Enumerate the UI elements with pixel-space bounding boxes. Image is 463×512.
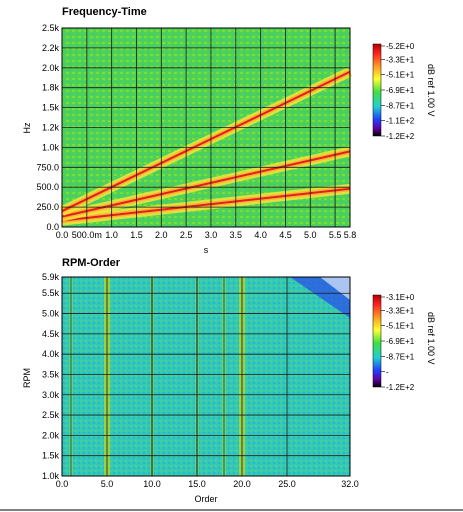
x-tick-label: 2.5 xyxy=(180,230,193,240)
colorbar-tick-label: -8.7E+1 xyxy=(386,101,415,110)
y-tick-label: 3.0k xyxy=(42,390,60,400)
x-tick-label: 5.0 xyxy=(304,230,317,240)
chart-title: RPM-Order xyxy=(62,257,121,269)
x-tick-label: 10.0 xyxy=(143,479,161,489)
x-tick-label: 0.0 xyxy=(56,479,69,489)
colorbar-tick-label: -1.1E+2 xyxy=(386,117,415,126)
colorbar-tick-label: -3.3E+1 xyxy=(386,55,415,64)
colorbar-tick-label: -8.7E+1 xyxy=(386,352,415,361)
x-tick-label: 4.0 xyxy=(254,230,267,240)
y-tick-label: 3.5k xyxy=(42,369,60,379)
colorbar-tick-label: -1.2E+2 xyxy=(386,383,415,392)
colorbar-tick-label: -5.1E+1 xyxy=(386,322,415,331)
x-tick-label: 5.8 xyxy=(344,230,357,240)
x-tick-label: 2.0 xyxy=(155,230,168,240)
y-tick-label: 2.5k xyxy=(42,23,60,33)
x-tick-label: 1.0 xyxy=(105,230,118,240)
x-axis-label: Order xyxy=(194,494,217,504)
x-ticks: 0.0 500.0m 1.0 1.5 2.0 2.5 3.0 3.5 4.0 4.5 5.0 5.5 5… xyxy=(56,230,357,240)
x-tick-label: 20.0 xyxy=(233,479,251,489)
colorbar-tick-label: -5.1E+1 xyxy=(386,71,415,80)
x-tick-label: 1.5 xyxy=(130,230,143,240)
colorbar xyxy=(372,294,382,388)
y-tick-label: 2.0k xyxy=(42,430,60,440)
y-tick-label: 4.5k xyxy=(42,329,60,339)
y-tick-label: 5.9k xyxy=(42,272,60,282)
y-tick-label: 1.8k xyxy=(42,83,60,93)
y-tick-label: 4.0k xyxy=(42,349,60,359)
rpm-order-chart: RPM-Order 1.0k1.5k2.0k2.5k3.0k3.5k4.0k4.… xyxy=(22,257,436,504)
y-tick-label: 5.5k xyxy=(42,288,60,298)
y-tick-label: 500.0 xyxy=(36,182,59,192)
x-tick-label: 3.5 xyxy=(230,230,243,240)
x-tick-label: 4.5 xyxy=(279,230,292,240)
y-axis-label: RPM xyxy=(22,368,32,388)
y-tick-label: 1.0k xyxy=(42,471,60,481)
chart-title: Frequency-Time xyxy=(62,6,147,18)
colorbar-tick-label: -1.2E+2 xyxy=(386,132,415,141)
x-axis-label: s xyxy=(204,245,209,255)
colorbar-tick-label: -3.3E+1 xyxy=(386,306,415,315)
ridge-line xyxy=(61,150,351,218)
colorbar-label: dB ref 1.00 V xyxy=(426,64,436,117)
y-tick-label: 0.0 xyxy=(46,222,59,232)
y-tick-label: 1.0k xyxy=(42,142,60,152)
colorbar-tick-label: -6.9E+1 xyxy=(386,337,415,346)
x-tick-label: 5.5 xyxy=(329,230,342,240)
x-ticks: 0.0 5.0 10.0 15.0 20.0 25.0 32.0 xyxy=(56,479,359,489)
y-tick-label: 1.5k xyxy=(42,451,60,461)
colorbar xyxy=(372,43,382,137)
x-tick-label: 3.0 xyxy=(205,230,218,240)
x-tick-label: 15.0 xyxy=(188,479,206,489)
colorbar-ticks: -3.1E+0 -3.3E+1 -5.1E+1 -6.9E+1 -8.7E+1 - -1.2… xyxy=(381,293,415,392)
colorbar-tick-label: -5.2E+0 xyxy=(386,42,415,51)
high-rpm-region-edge xyxy=(320,277,350,300)
ridge-line xyxy=(61,70,351,212)
y-tick-label: 2.2k xyxy=(42,43,60,53)
y-tick-label: 2.5k xyxy=(42,410,60,420)
y-axis-label: Hz xyxy=(22,122,32,133)
ridge-line xyxy=(61,187,351,222)
colorbar-ticks: -5.2E+0 -3.3E+1 -5.1E+1 -6.9E+1 -8.7E+1 -1.1E… xyxy=(381,42,415,141)
y-ticks: 0.0 250.0 500.0 750.0 1.0k 1.2k 1.5k 1.8k 2.0k 2.… xyxy=(36,23,59,232)
y-tick-label: 2.0k xyxy=(42,63,60,73)
colorbar-label: dB ref 1.00 V xyxy=(426,312,436,365)
x-tick-label: 5.0 xyxy=(101,479,114,489)
y-tick-label: 750.0 xyxy=(36,162,59,172)
plot-frame xyxy=(61,276,351,477)
x-tick-label: 25.0 xyxy=(278,479,296,489)
y-tick-label: 1.2k xyxy=(42,123,60,133)
frequency-time-chart: Frequency-Time 0.0 250.0 500.0 750.0 1.0k 1.2… xyxy=(22,6,436,255)
y-tick-label: 1.5k xyxy=(42,103,60,113)
colorbar-tick-label: - xyxy=(386,368,389,377)
y-tick-label: 5.0k xyxy=(42,309,60,319)
x-tick-label: 0.0 xyxy=(56,230,69,240)
plot-frame xyxy=(61,27,351,228)
colorbar-tick-label: -3.1E+0 xyxy=(386,293,415,302)
x-tick-label: 32.0 xyxy=(341,479,359,489)
ridges xyxy=(59,67,353,226)
y-tick-label: 250.0 xyxy=(36,202,59,212)
x-tick-label: 500.0m xyxy=(72,230,102,240)
colorbar-tick-label: -6.9E+1 xyxy=(386,86,415,95)
y-ticks: 1.0k 1.5k 2.0k 2.5k 3.0k 3.5k 4.0k 4.5k 5.0k 5.5k… xyxy=(42,272,60,481)
